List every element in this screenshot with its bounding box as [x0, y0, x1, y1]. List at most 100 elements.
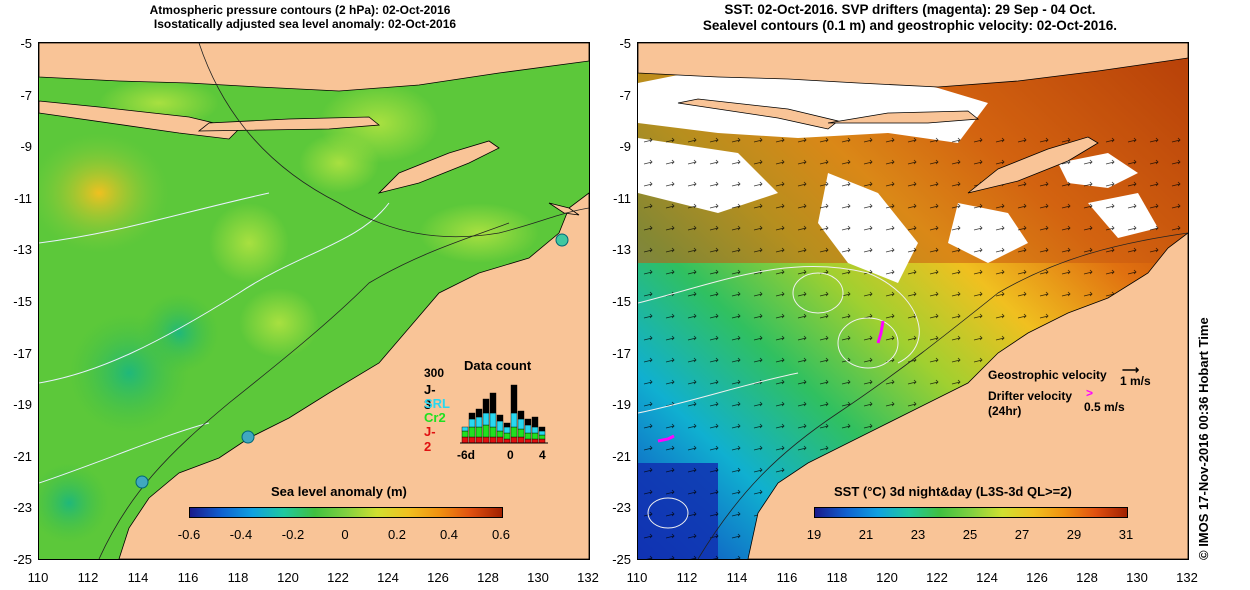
histogram-bar-segment — [489, 426, 497, 438]
sla-colorbar-title: Sea level anomaly (m) — [271, 484, 407, 499]
x-tick-label: 112 — [77, 570, 99, 585]
x-tick-label: 128 — [1076, 570, 1098, 585]
histogram-bar-segment — [524, 424, 532, 434]
histogram-bar-segment — [531, 416, 539, 428]
y-tick-label: -25 — [13, 552, 32, 567]
histogram-bar-segment — [475, 426, 483, 438]
histogram-bar-segment — [524, 418, 532, 426]
histogram-bar-segment — [482, 436, 490, 444]
data-count-xlabel-start: -6d — [457, 448, 475, 462]
x-tick-label: 110 — [626, 570, 648, 585]
y-tick-label: -5 — [619, 36, 631, 51]
y-tick-label: -13 — [13, 242, 32, 258]
y-tick-label: -17 — [13, 345, 32, 361]
imos-credit: © IMOS 17-Nov-2016 00:36 Hobart Time — [1196, 317, 1211, 560]
colorbar-tick-label: 31 — [1118, 527, 1134, 542]
histogram-bar-segment — [517, 410, 525, 420]
x-tick-label: 116 — [776, 570, 798, 585]
histogram-bar-segment — [503, 426, 511, 434]
mission-label: J-2 — [424, 424, 436, 454]
sst-colorbar-title: SST (°C) 3d night&day (L3S-3d QL>=2) — [834, 484, 1072, 499]
y-tick-label: -9 — [619, 139, 631, 155]
colorbar-tick-label: 23 — [910, 527, 926, 542]
histogram-bar-segment — [503, 432, 511, 440]
colorbar-tick-label: 0.2 — [387, 527, 407, 542]
histogram-bar-segment — [538, 438, 546, 444]
colorbar-tick-label: -0.6 — [177, 527, 201, 542]
y-tick-label: -7 — [619, 87, 631, 103]
histogram-bar-segment — [475, 436, 483, 444]
data-count-xlabel-zero: 0 — [507, 448, 514, 462]
x-tick-label: 130 — [527, 570, 549, 585]
y-tick-label: -23 — [612, 500, 631, 516]
colorbar-tick-label: 0.6 — [491, 527, 511, 542]
histogram-bar-segment — [538, 430, 546, 436]
histogram-bar-segment — [531, 432, 539, 440]
histogram-bar-segment — [517, 428, 525, 438]
histogram-bar-segment — [517, 436, 525, 444]
geo-velocity-arrow-icon: ⟶ — [1122, 363, 1140, 377]
y-tick-label: -19 — [612, 397, 631, 413]
histogram-bar-segment — [468, 418, 476, 428]
y-tick-label: -15 — [13, 294, 32, 309]
x-tick-label: 126 — [1026, 570, 1048, 585]
histogram-bar-segment — [461, 436, 469, 444]
histogram-bar-segment — [496, 414, 504, 422]
colorbar-tick-label: -0.2 — [281, 527, 305, 542]
x-tick-label: 118 — [227, 570, 249, 585]
x-tick-label: 122 — [327, 570, 349, 585]
data-count-max: 300 — [424, 366, 445, 380]
x-tick-label: 120 — [876, 570, 898, 585]
histogram-bar-segment — [510, 436, 518, 444]
right-title-line1: SST: 02-Oct-2016. SVP drifters (magenta)… — [724, 2, 1096, 17]
x-tick-label: 120 — [277, 570, 299, 585]
y-tick-label: -21 — [13, 448, 32, 464]
histogram-bar-segment — [503, 422, 511, 428]
geo-velocity-scale: 1 m/s — [1120, 374, 1151, 388]
histogram-bar-segment — [496, 436, 504, 444]
mission-label: Cr2 — [424, 410, 446, 425]
x-tick-label: 114 — [726, 570, 748, 585]
x-tick-label: 132 — [1176, 570, 1198, 585]
colorbar-tick-label: 21 — [858, 527, 874, 542]
y-tick-label: -19 — [13, 397, 32, 413]
data-count-histogram — [460, 384, 548, 444]
x-tick-label: 116 — [177, 570, 199, 585]
histogram-bar-segment — [538, 426, 546, 432]
histogram-bar-segment — [517, 418, 525, 430]
histogram-bar-segment — [461, 426, 469, 432]
histogram-bar-segment — [482, 412, 490, 426]
y-tick-label: -7 — [20, 87, 32, 103]
mission-label: SRL — [424, 396, 450, 411]
left-title-line2: Isostatically adjusted sea level anomaly… — [153, 17, 457, 31]
x-tick-label: 124 — [976, 570, 998, 585]
y-tick-label: -11 — [14, 190, 32, 206]
colorbar-tick-label: 0.4 — [439, 527, 459, 542]
y-tick-label: -21 — [612, 448, 631, 464]
colorbar-tick-label: 25 — [962, 527, 978, 542]
sla-colorbar — [189, 507, 503, 518]
x-tick-label: 124 — [377, 570, 399, 585]
colorbar-tick-label: 0 — [341, 527, 349, 542]
x-tick-label: 118 — [826, 570, 848, 585]
y-tick-label: -25 — [612, 552, 631, 567]
mission-label: J-3 — [424, 382, 436, 412]
left-title-line1: Atmospheric pressure contours (2 hPa): 0… — [149, 3, 451, 17]
histogram-bar-segment — [475, 408, 483, 418]
y-tick-label: -23 — [13, 500, 32, 516]
colorbar-tick-label: 19 — [806, 527, 822, 542]
histogram-bar-segment — [489, 412, 497, 428]
histogram-bar-segment — [538, 434, 546, 440]
histogram-bar-segment — [468, 412, 476, 420]
data-count-xlabel-end: 4 — [539, 448, 546, 462]
sst-map: Geostrophic velocity ⟶ 1 m/s Drifter vel… — [637, 42, 1189, 560]
data-count-inset: Data count 300 J-3 SRL Cr2 J-2 -6d 0 4 — [414, 358, 554, 462]
x-tick-label: 114 — [127, 570, 149, 585]
histogram-bar-segment — [510, 426, 518, 438]
histogram-bar-segment — [496, 430, 504, 438]
histogram-bar-segment — [531, 426, 539, 434]
geo-velocity-label: Geostrophic velocity — [988, 368, 1107, 382]
histogram-bar-segment — [503, 438, 511, 444]
histogram-bar-segment — [482, 398, 490, 414]
drifter-velocity-scale: 0.5 m/s — [1084, 400, 1125, 414]
